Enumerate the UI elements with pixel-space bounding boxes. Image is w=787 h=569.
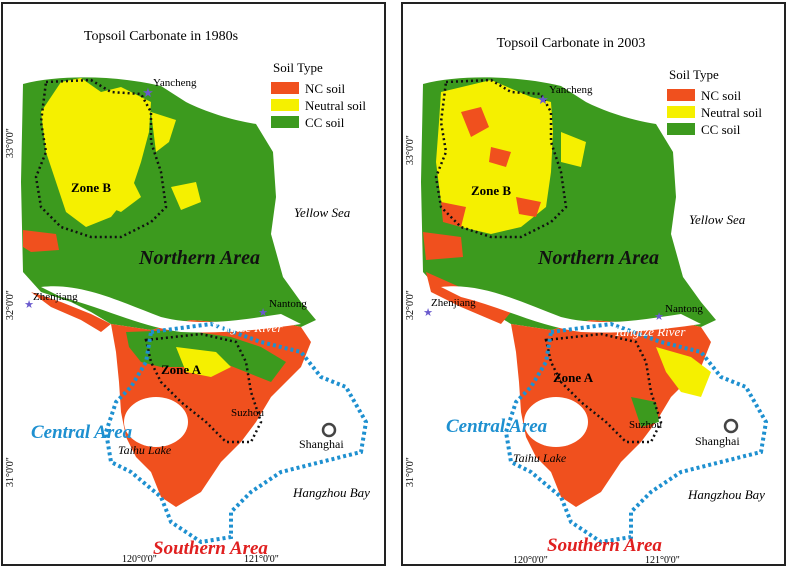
lon-tick-121: 121°0'0" xyxy=(645,555,680,566)
lat-tick-31: 31°0'0" xyxy=(5,457,16,487)
label-suzhou: Suzhou xyxy=(231,407,265,419)
cc-soil-patch xyxy=(631,397,659,427)
legend-label-nc: NC soil xyxy=(305,81,345,96)
label-yancheng: Yancheng xyxy=(153,77,197,89)
label-yangtze: Yangtze River xyxy=(211,320,283,335)
legend-label-neutral: Neutral soil xyxy=(701,105,762,120)
legend-swatch-nc xyxy=(271,82,299,94)
nc-soil-patch xyxy=(441,202,466,227)
nc-soil-south xyxy=(511,320,711,507)
neutral-soil-patch xyxy=(151,112,176,152)
label-hangzhou-bay: Hangzhou Bay xyxy=(687,487,765,502)
neutral-soil-patch xyxy=(96,172,141,212)
yangtze-river xyxy=(41,286,301,333)
lat-tick-31: 31°0'0" xyxy=(405,457,416,487)
neutral-soil-patch xyxy=(176,347,231,377)
legend-label-cc: CC soil xyxy=(305,115,345,130)
label-southern-area: Southern Area xyxy=(153,538,268,559)
neutral-soil-patch xyxy=(171,182,201,210)
label-shanghai: Shanghai xyxy=(695,434,740,448)
label-yancheng: Yancheng xyxy=(549,84,593,96)
map-panel-1980s: Topsoil Carbonate in 1980s Soil Type NC … xyxy=(1,2,386,566)
label-yangtze: Yangtze River xyxy=(614,324,686,339)
lon-tick-120: 120°0'0" xyxy=(122,554,157,565)
nc-soil-west xyxy=(23,230,59,252)
soil-map xyxy=(421,77,716,507)
zone-b-outline xyxy=(34,78,168,239)
taihu-lake xyxy=(124,397,188,447)
zone-a-outline xyxy=(544,332,663,444)
label-zhenjiang: Zhenjiang xyxy=(33,291,78,303)
nc-soil-zhenjiang xyxy=(31,292,111,332)
lat-tick-32: 32°0'0" xyxy=(5,290,16,320)
legend-label-nc: NC soil xyxy=(701,88,741,103)
label-zone-b: Zone B xyxy=(71,180,111,195)
legend-label-neutral: Neutral soil xyxy=(305,98,366,113)
lat-tick-32: 32°0'0" xyxy=(405,290,416,320)
nc-soil-patch xyxy=(516,197,541,217)
label-nantong: Nantong xyxy=(269,298,307,310)
label-zone-b: Zone B xyxy=(471,183,511,198)
label-suzhou: Suzhou xyxy=(629,419,663,431)
label-zhenjiang: Zhenjiang xyxy=(431,297,476,309)
label-yellow-sea: Yellow Sea xyxy=(689,212,746,227)
label-taihu: Taihu Lake xyxy=(118,443,172,457)
lat-tick-33: 33°0'0" xyxy=(5,128,16,158)
lat-tick-33: 33°0'0" xyxy=(405,135,416,165)
nc-soil-west xyxy=(423,232,463,260)
label-hangzhou-bay: Hangzhou Bay xyxy=(292,485,370,500)
central-area-outline xyxy=(503,321,769,545)
map-panel-2003: Topsoil Carbonate in 2003 Soil Type NC s… xyxy=(401,2,786,566)
city-marker-icon: ★ xyxy=(24,299,34,311)
city-marker-icon: ★ xyxy=(258,307,268,319)
label-central-area: Central Area xyxy=(446,416,548,437)
shanghai-marker-icon xyxy=(321,422,337,438)
legend-title: Soil Type xyxy=(669,67,719,82)
label-northern-area: Northern Area xyxy=(138,247,260,269)
map-title: Topsoil Carbonate in 1980s xyxy=(84,29,238,44)
yangtze-river xyxy=(441,286,701,333)
zone-a-outline xyxy=(144,332,263,444)
lon-tick-120: 120°0'0" xyxy=(513,555,548,566)
zone-b-outline xyxy=(434,78,568,239)
label-central-area: Central Area xyxy=(31,422,133,443)
label-zone-a: Zone A xyxy=(161,362,202,377)
taihu-lake xyxy=(524,397,588,447)
label-taihu: Taihu Lake xyxy=(513,451,567,465)
lon-tick-121: 121°0'0" xyxy=(244,554,279,565)
legend: Soil Type NC soil Neutral soil CC soil xyxy=(667,67,762,137)
neutral-soil-patch xyxy=(656,347,711,397)
label-nantong: Nantong xyxy=(665,303,703,315)
city-marker-icon: ★ xyxy=(423,307,433,319)
legend: Soil Type NC soil Neutral soil CC soil xyxy=(271,60,366,130)
central-area-outline xyxy=(103,321,369,545)
shanghai-marker-icon xyxy=(723,418,739,434)
city-marker-icon: ★ xyxy=(537,92,549,107)
label-northern-area: Northern Area xyxy=(537,247,659,269)
label-southern-area: Southern Area xyxy=(547,535,662,556)
label-yellow-sea: Yellow Sea xyxy=(294,205,351,220)
city-marker-icon: ★ xyxy=(654,311,664,323)
legend-title: Soil Type xyxy=(273,60,323,75)
nc-soil-patch xyxy=(489,147,511,167)
neutral-soil-patch xyxy=(561,132,586,167)
nc-soil-patch xyxy=(461,107,489,137)
legend-swatch-nc xyxy=(667,89,695,101)
legend-swatch-cc xyxy=(271,116,299,128)
legend-swatch-neutral xyxy=(667,106,695,118)
city-marker-icon: ★ xyxy=(142,85,154,100)
legend-swatch-neutral xyxy=(271,99,299,111)
map-title: Topsoil Carbonate in 2003 xyxy=(497,36,646,51)
legend-label-cc: CC soil xyxy=(701,122,741,137)
legend-swatch-cc xyxy=(667,123,695,135)
label-shanghai: Shanghai xyxy=(299,437,344,451)
label-zone-a: Zone A xyxy=(553,370,594,385)
